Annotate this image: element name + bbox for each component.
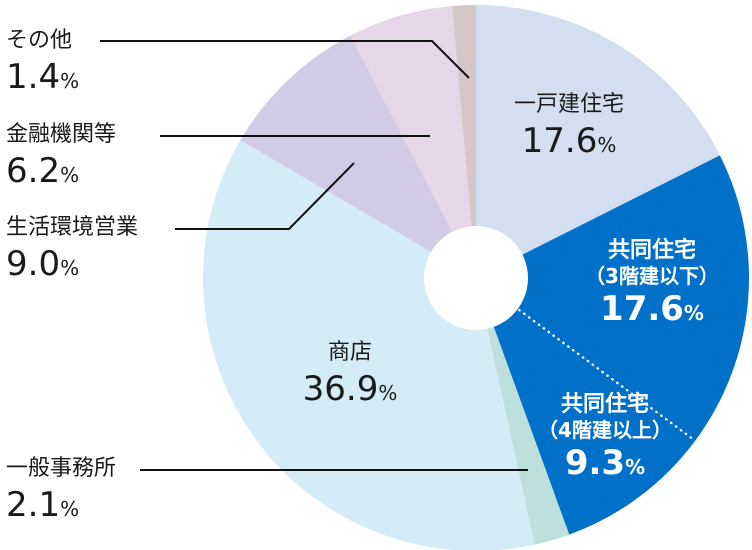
label-other-name: その他 <box>6 28 73 53</box>
label-apt-low-sub: （3階建以下） <box>585 264 719 288</box>
label-finance-value: 6.2% <box>6 151 80 191</box>
label-other: その他 1.4% <box>6 28 80 97</box>
slice-7 <box>452 5 476 278</box>
label-shop-value: 36.9% <box>302 369 398 409</box>
label-detached: 一戸建住宅 17.6% <box>494 92 644 161</box>
slice-4 <box>203 140 535 550</box>
slice-2 <box>476 278 696 535</box>
dotted-divider <box>518 308 695 441</box>
label-service: 生活環境営業 9.0% <box>6 215 139 284</box>
label-service-value: 9.0% <box>6 244 80 284</box>
label-apt-high-sub: （4階建以上） <box>538 418 672 442</box>
label-office-value: 2.1% <box>6 485 80 525</box>
donut-hole <box>424 226 528 330</box>
slice-1 <box>476 155 749 441</box>
label-finance: 金融機関等 6.2% <box>6 122 117 191</box>
leader-line-service <box>175 162 355 230</box>
donut-slices <box>203 5 749 550</box>
label-shop-name: 商店 <box>327 340 372 365</box>
label-office: 一般事務所 2.1% <box>6 456 117 525</box>
label-apt-high-value: 9.3% <box>564 443 646 483</box>
label-apt-high: 共同住宅 （4階建以上） 9.3% <box>530 392 680 483</box>
label-apt-low: 共同住宅 （3階建以下） 17.6% <box>572 238 732 329</box>
leader-line-other <box>100 40 470 79</box>
label-finance-name: 金融機関等 <box>6 122 117 147</box>
label-shop: 商店 36.9% <box>280 340 420 409</box>
label-apt-low-name: 共同住宅 <box>607 238 696 263</box>
leader-lines <box>100 40 528 471</box>
label-office-name: 一般事務所 <box>6 456 117 481</box>
slice-6 <box>350 6 476 279</box>
label-apt-low-value: 17.6% <box>600 289 704 329</box>
label-detached-name: 一戸建住宅 <box>513 92 624 117</box>
slice-0 <box>476 5 720 278</box>
label-apt-high-name: 共同住宅 <box>560 392 649 417</box>
label-detached-value: 17.6% <box>521 121 617 161</box>
label-other-value: 1.4% <box>6 57 80 97</box>
slice-3 <box>476 278 570 545</box>
label-service-name: 生活環境営業 <box>6 215 139 240</box>
slice-5 <box>240 35 476 278</box>
